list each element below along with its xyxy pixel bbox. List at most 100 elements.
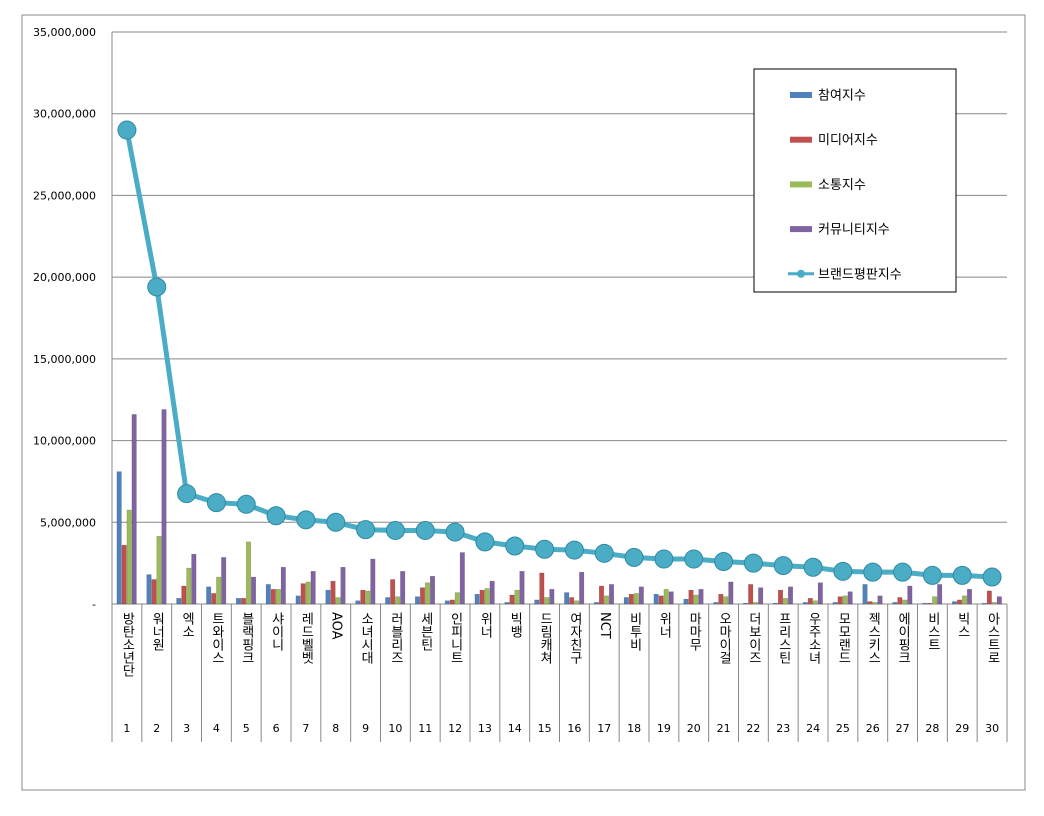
- line-marker: [445, 522, 465, 542]
- rank-label: 10: [388, 722, 402, 735]
- rank-label: 29: [955, 722, 969, 735]
- line-marker: [564, 540, 584, 560]
- rank-label: 5: [243, 722, 250, 735]
- bar: [514, 589, 520, 605]
- bar: [788, 586, 793, 605]
- bar: [723, 596, 729, 605]
- line-marker: [236, 494, 256, 514]
- bar: [151, 579, 157, 605]
- line-marker: [773, 556, 793, 576]
- line-marker: [326, 512, 346, 532]
- y-tick-label: 30,000,000: [33, 108, 96, 121]
- rank-label: 8: [332, 722, 339, 735]
- legend-swatch: [790, 136, 812, 143]
- x-tick-label: AOA: [328, 612, 343, 640]
- x-tick-label: 트와이스: [209, 612, 224, 664]
- bar: [713, 602, 719, 605]
- y-tick-label: -: [92, 598, 96, 611]
- line-marker: [743, 553, 763, 573]
- bar: [181, 585, 187, 605]
- bar: [246, 541, 251, 605]
- rank-label: 13: [478, 722, 492, 735]
- bar: [847, 591, 853, 605]
- bar: [504, 602, 510, 605]
- line-marker: [833, 561, 853, 581]
- bar: [907, 585, 913, 605]
- bar: [430, 575, 435, 605]
- bar: [449, 599, 455, 605]
- rank-label: 28: [925, 722, 939, 735]
- bar: [395, 596, 401, 605]
- rank-label: 20: [687, 722, 701, 735]
- x-tick-label: 인피니트: [448, 612, 463, 664]
- bar: [653, 593, 659, 605]
- bar: [415, 596, 420, 605]
- rank-label: 23: [776, 722, 790, 735]
- rank-label: 25: [836, 722, 850, 735]
- x-tick-label: 더보이즈: [746, 612, 761, 664]
- bar: [355, 600, 361, 605]
- legend-label: 브랜드평판지수: [818, 267, 902, 282]
- bar: [400, 571, 406, 605]
- bar: [832, 602, 838, 605]
- bar: [206, 586, 212, 605]
- line-marker: [475, 532, 495, 552]
- rank-label: 19: [657, 722, 671, 735]
- line-marker: [296, 510, 316, 530]
- bar: [594, 602, 599, 605]
- bar: [549, 589, 555, 605]
- bar: [216, 576, 222, 605]
- bar: [837, 596, 843, 605]
- bar: [221, 557, 227, 605]
- bar: [574, 600, 580, 605]
- line-marker: [654, 549, 674, 569]
- bar: [996, 596, 1002, 605]
- x-tick-label: 빅뱅: [507, 612, 522, 638]
- y-tick-label: 5,000,000: [40, 516, 96, 529]
- rank-label: 2: [153, 722, 160, 735]
- bar: [191, 553, 197, 605]
- x-tick-label: 비스트: [925, 612, 940, 651]
- bar: [360, 589, 366, 605]
- bar: [425, 582, 430, 605]
- x-tick-label: NCT: [597, 612, 612, 639]
- bar: [444, 600, 450, 605]
- bar: [280, 566, 286, 605]
- rank-label: 21: [717, 722, 731, 735]
- x-tick-label: 마마무: [686, 612, 701, 651]
- x-tick-label: 젝스키스: [865, 612, 880, 664]
- bar: [683, 598, 689, 605]
- bar: [390, 579, 396, 605]
- bar: [370, 558, 376, 605]
- rank-label: 27: [896, 722, 910, 735]
- bar: [484, 588, 490, 605]
- x-tick-label: 워너원: [149, 612, 164, 651]
- bar: [186, 567, 192, 605]
- legend-swatch: [790, 92, 812, 98]
- y-tick-label: 20,000,000: [33, 271, 96, 284]
- bar: [962, 595, 967, 605]
- line-marker: [266, 506, 286, 526]
- bar: [251, 576, 256, 605]
- bar: [459, 552, 465, 605]
- line-marker: [863, 562, 883, 582]
- bar: [743, 602, 749, 605]
- x-tick-label: 엑소: [179, 612, 194, 638]
- bar: [892, 602, 898, 605]
- bar: [773, 602, 778, 605]
- bar: [718, 593, 724, 605]
- bar: [877, 595, 883, 605]
- bar: [564, 592, 570, 605]
- bar: [604, 595, 609, 605]
- rank-label: 7: [302, 722, 309, 735]
- bar: [728, 581, 734, 605]
- x-tick-label: 아스트로: [985, 612, 1000, 664]
- legend-label: 참여지수: [818, 89, 866, 104]
- legend-label: 소통지수: [818, 178, 866, 193]
- bar: [663, 589, 669, 605]
- bar: [156, 535, 162, 605]
- bar: [802, 602, 808, 605]
- bar: [932, 596, 938, 605]
- rank-label: 6: [273, 722, 280, 735]
